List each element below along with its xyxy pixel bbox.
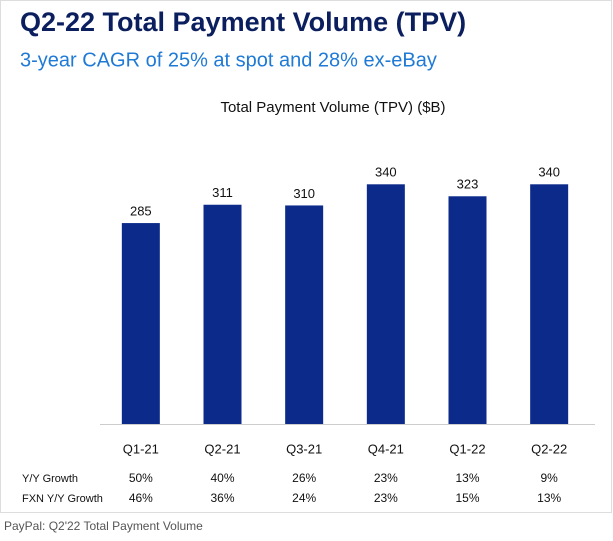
row-value: 50% [129,471,153,485]
row-value: 24% [292,491,316,505]
bar [530,184,569,424]
x-tick-label: Q2-22 [531,441,567,456]
x-tick-label: Q2-21 [204,441,240,456]
row-value: 23% [374,491,398,505]
data-label: 311 [212,185,233,200]
bar [366,184,405,424]
bar [285,205,324,424]
row-value: 40% [210,471,234,485]
x-tick-label: Q3-21 [286,441,322,456]
x-tick-label: Q1-21 [123,441,159,456]
bar [448,196,487,424]
page-subtitle: 3-year CAGR of 25% at spot and 28% ex-eB… [20,49,437,71]
row-value: 46% [129,491,153,505]
x-tick-label: Q1-22 [449,441,485,456]
x-tick-label: Q4-21 [368,441,404,456]
row-value: 23% [374,471,398,485]
row-value: 15% [455,491,479,505]
row-label: Y/Y Growth [22,473,78,485]
row-value: 36% [210,491,234,505]
page-title: Q2-22 Total Payment Volume (TPV) [20,7,466,37]
row-label: FXN Y/Y Growth [22,493,103,505]
chart-title: Total Payment Volume (TPV) ($B) [220,99,445,116]
row-value: 13% [455,471,479,485]
data-label: 340 [538,165,560,180]
data-label: 340 [375,165,397,180]
bar [203,204,242,424]
data-label: 323 [457,177,479,192]
row-value: 13% [537,491,561,505]
frame [0,0,612,513]
row-value: 26% [292,471,316,485]
bar [121,223,160,424]
data-label: 285 [130,204,152,219]
data-label: 310 [293,186,315,201]
caption: PayPal: Q2'22 Total Payment Volume [4,519,203,533]
row-value: 9% [540,471,558,485]
